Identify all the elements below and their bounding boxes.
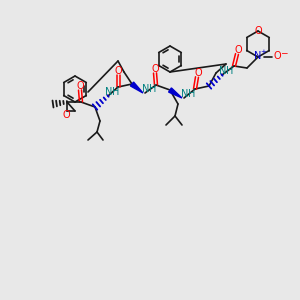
Text: O: O bbox=[234, 45, 242, 55]
Text: +: + bbox=[260, 49, 266, 55]
Text: O: O bbox=[254, 26, 262, 36]
Text: O: O bbox=[114, 66, 122, 76]
Text: N: N bbox=[181, 89, 189, 99]
Text: O: O bbox=[76, 81, 84, 91]
Text: O: O bbox=[151, 64, 159, 74]
Text: H: H bbox=[226, 66, 234, 76]
Text: N: N bbox=[254, 51, 262, 61]
Text: N: N bbox=[219, 66, 227, 76]
Text: N: N bbox=[142, 84, 150, 94]
Text: H: H bbox=[149, 84, 157, 94]
Polygon shape bbox=[130, 82, 143, 93]
Text: O: O bbox=[62, 110, 70, 120]
Polygon shape bbox=[169, 88, 182, 98]
Text: H: H bbox=[188, 89, 196, 99]
Text: O: O bbox=[194, 68, 202, 78]
Text: O: O bbox=[273, 51, 281, 61]
Text: N: N bbox=[105, 87, 113, 97]
Text: −: − bbox=[280, 49, 288, 58]
Text: H: H bbox=[112, 87, 120, 97]
